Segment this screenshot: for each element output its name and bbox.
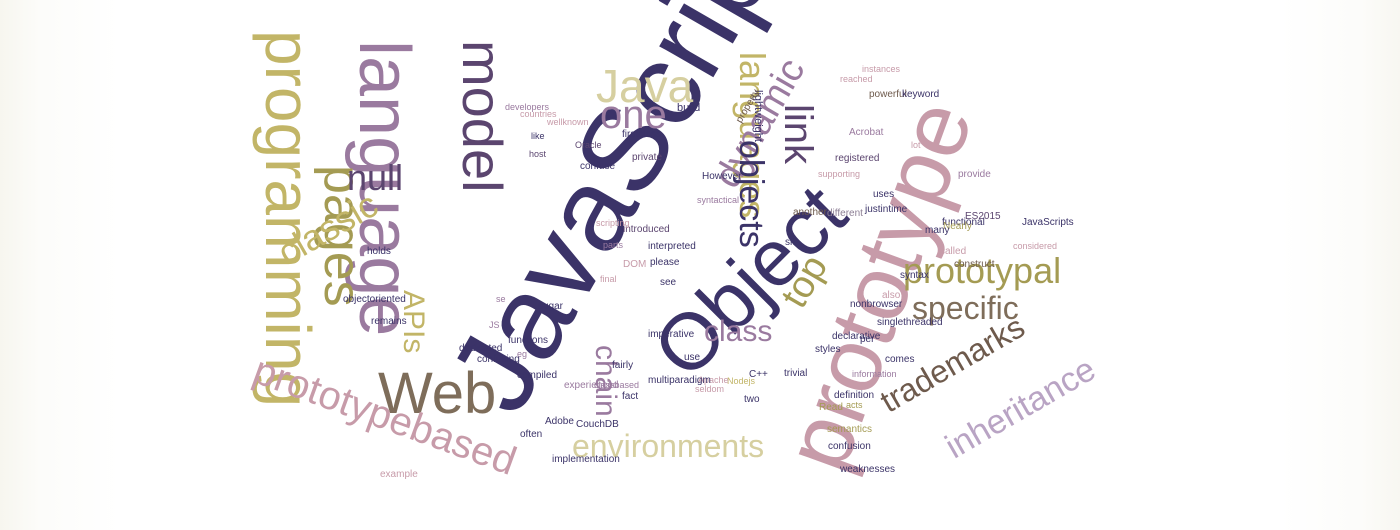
word-considered: considered (1013, 241, 1058, 251)
word-functional: functional (942, 217, 985, 228)
word-javascripts: JavaScripts (1022, 217, 1074, 228)
word-keyword: keyword (902, 89, 940, 100)
word-specific: specific (912, 290, 1019, 326)
word-styles: styles (815, 344, 841, 355)
word-build: build (677, 102, 701, 114)
word-introduced: introduced (623, 224, 670, 235)
word-parts: parts (603, 240, 624, 250)
word-seldom: seldom (695, 384, 725, 394)
word-objects: objects (732, 140, 770, 248)
word-experienced: experienced (564, 380, 619, 391)
word-nodejs: Nodejs (727, 376, 756, 386)
word-sugar: sugar (538, 301, 564, 312)
word-read: Read (819, 402, 843, 413)
word-wellknown: wellknown (547, 117, 589, 127)
word-developers: developers (505, 102, 550, 112)
word-es2015: ES2015 (965, 211, 1001, 222)
word-uses: uses (873, 189, 895, 200)
word-called: called (940, 246, 967, 257)
word-per: per (860, 334, 875, 345)
word-java: Java (596, 60, 694, 112)
word-private: private (632, 152, 663, 163)
word-final: final (600, 274, 617, 284)
word-construct: construct (954, 259, 995, 270)
word-eg: eg (517, 349, 528, 359)
word-definition: definition (834, 390, 875, 401)
word-scripting: scripting (596, 218, 630, 228)
word-use: use (684, 352, 701, 363)
word-couchdb: CouchDB (576, 419, 619, 430)
word-holds: holds (367, 246, 391, 257)
word-acrobat: Acrobat (849, 127, 884, 138)
word-fact: fact (622, 391, 639, 402)
word-another: another (793, 207, 827, 218)
word-often: often (520, 429, 543, 440)
word-instances: instances (862, 64, 901, 74)
word-multiparadigm: multiparadigm (648, 375, 711, 386)
word-dom: DOM (623, 259, 647, 270)
word-one: one (600, 93, 667, 137)
word-class: class (704, 315, 773, 348)
word-remains: remains (371, 316, 407, 327)
word-different: different (827, 208, 863, 219)
word-acts: acts (846, 400, 863, 410)
word-implementation: implementation (552, 454, 620, 465)
word-see: see (660, 277, 677, 288)
word-adobe: Adobe (545, 416, 574, 427)
word-nearly: Nearly (943, 221, 972, 232)
word-reached: reached (840, 74, 873, 84)
word-environments: environments (572, 428, 765, 464)
word-powerful: powerful (869, 89, 907, 100)
word-functions: functions (508, 335, 549, 346)
word-countries: countries (520, 109, 557, 119)
word-interpreted: interpreted (648, 241, 696, 252)
word-apache: Apache (698, 375, 729, 385)
word-host: host (529, 149, 547, 159)
word-comes: comes (885, 354, 915, 365)
word-dedicated: dedicated (459, 343, 503, 354)
word-cpp: C++ (749, 369, 768, 380)
word-web: Web (378, 361, 497, 426)
word-example: example (380, 469, 418, 480)
word-model: model (451, 40, 514, 193)
word-declarative: declarative (832, 331, 881, 342)
word-oracle: Oracle (575, 140, 602, 150)
word-confuse: confuse (580, 161, 616, 172)
word-syntax: syntax (900, 270, 929, 281)
word-registered: registered (835, 153, 880, 164)
word-objectoriented: objectoriented (343, 294, 406, 305)
word-provide: provide (958, 169, 991, 180)
word-confusing: confusing (477, 354, 520, 365)
word-justintime: justintime (865, 204, 908, 215)
word-two: two (744, 394, 760, 405)
word-lot: lot (911, 140, 921, 150)
word-singlethreaded: singlethreaded (877, 317, 943, 328)
word-classbased: classbased (594, 380, 640, 390)
word-firstclass: firstclass (622, 129, 661, 140)
word-syntactical: syntactical (697, 195, 740, 205)
word-sits: sits (785, 237, 800, 248)
word-nonbrowser: nonbrowser (850, 299, 903, 310)
word-many: many (925, 225, 950, 236)
word-confusion: confusion (828, 441, 871, 452)
word-however: However (702, 171, 742, 182)
word-like: like (531, 131, 545, 141)
word-please: please (650, 257, 680, 268)
word-information: information (852, 369, 897, 379)
word-null: null (347, 157, 404, 198)
word-js: JS (489, 320, 500, 330)
word-se: se (496, 294, 506, 304)
word-trivial: trivial (784, 368, 808, 379)
word-supporting: supporting (818, 169, 861, 179)
word-compiled: compiled (517, 370, 558, 381)
word-fairly: fairly (612, 360, 634, 371)
word-weaknesses: weaknesses (840, 464, 896, 475)
word-imperative: imperative (648, 329, 695, 340)
word-semantics: semantics (827, 424, 873, 435)
word-prototypal: prototypal (903, 250, 1062, 291)
word-also: also (882, 290, 901, 301)
